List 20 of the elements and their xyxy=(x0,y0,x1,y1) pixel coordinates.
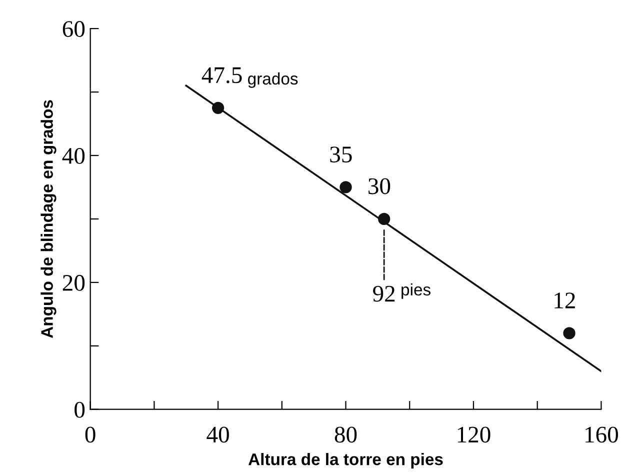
data-label: 12 xyxy=(554,292,575,308)
y-tick-label: 40 xyxy=(62,148,85,164)
annotation: 92 pies xyxy=(373,283,430,302)
point xyxy=(563,327,576,340)
data-label: 30 xyxy=(368,178,390,194)
y-tick-label: 20 xyxy=(62,274,85,291)
x-tick-label: 120 xyxy=(458,426,490,443)
y-tick-label: 0 xyxy=(74,402,85,418)
x-tick-label: 160 xyxy=(586,426,618,443)
point xyxy=(378,212,390,226)
x-tick-label: 0 xyxy=(85,426,96,443)
point xyxy=(212,102,224,114)
x-axis-title: Altura de la torre en pies xyxy=(248,452,443,469)
y-axis-title: Angulo de blindage en grados xyxy=(40,100,56,338)
data-label: 47.5 grados xyxy=(202,67,298,88)
x-tick-label: 80 xyxy=(334,426,357,443)
data-label: 35 xyxy=(330,146,352,162)
point xyxy=(340,181,352,194)
y-tick-label: 60 xyxy=(62,21,85,37)
x-tick-label: 40 xyxy=(206,426,229,443)
